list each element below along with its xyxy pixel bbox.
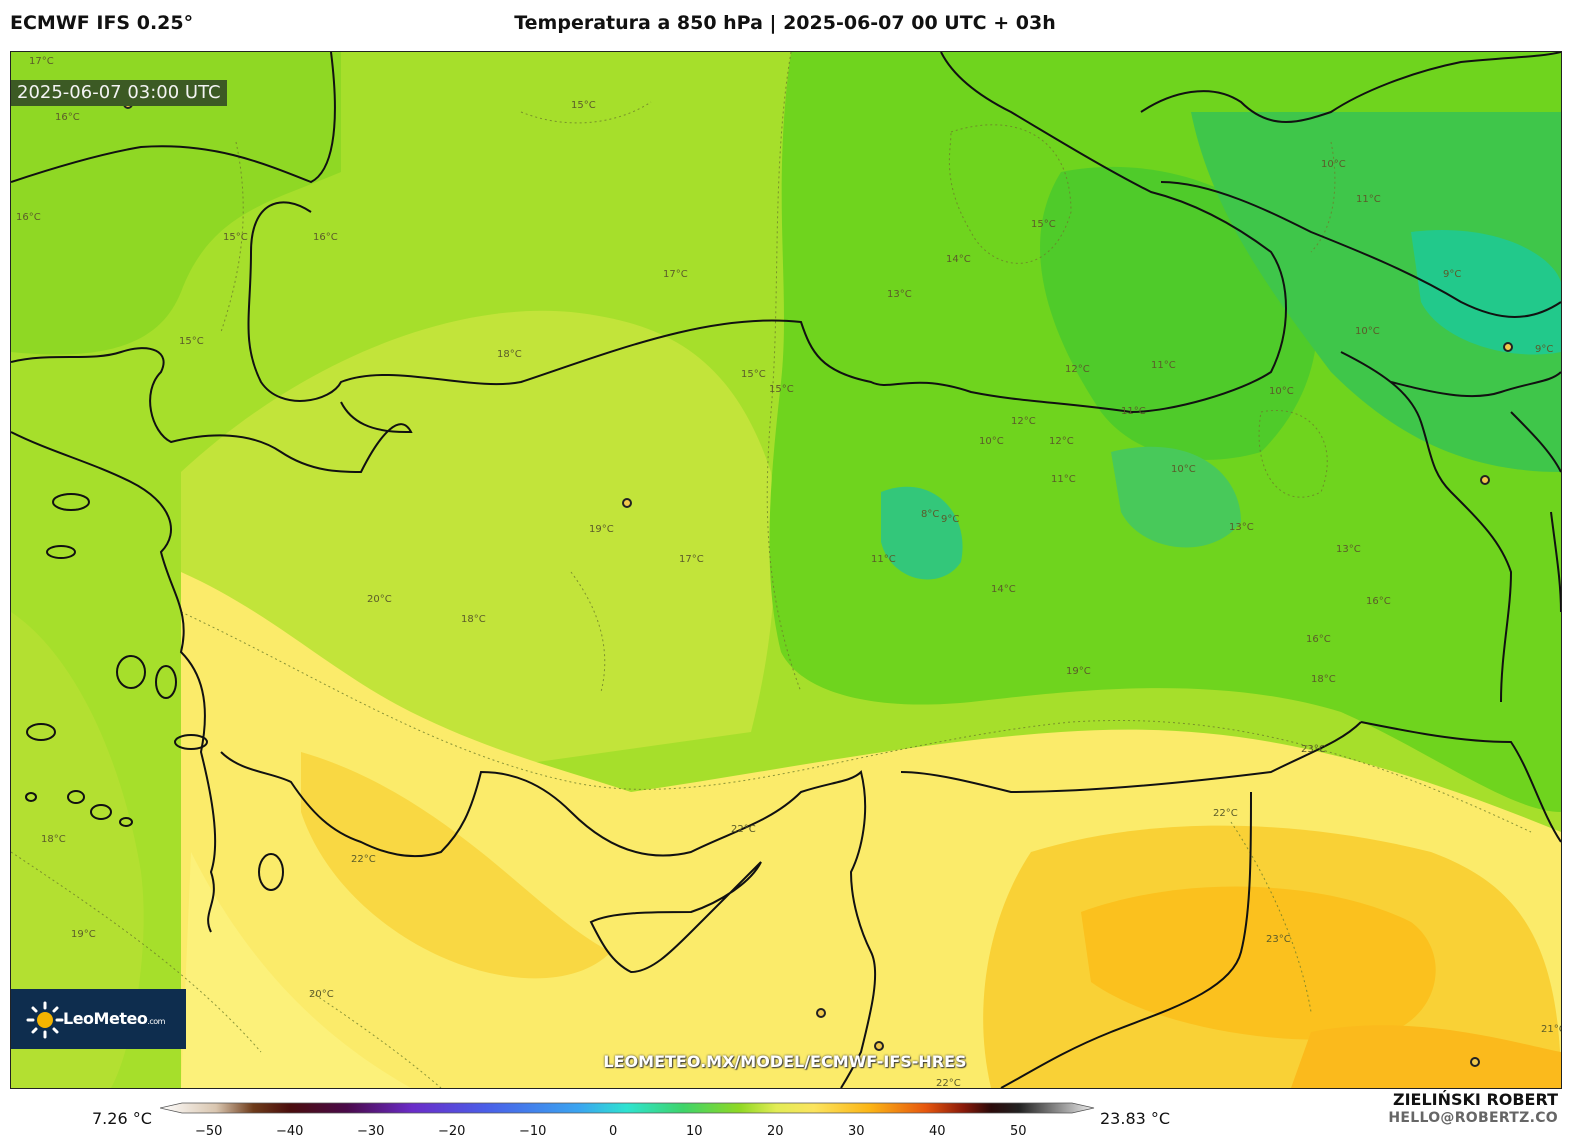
- logo-name: LeoMeteo: [63, 1009, 148, 1028]
- contour-label: 17°C: [29, 56, 54, 67]
- contour-label: 16°C: [1306, 634, 1331, 645]
- valid-time-badge: 2025-06-07 03:00 UTC: [11, 80, 227, 106]
- temperature-colorbar: [160, 1102, 1095, 1114]
- temperature-field-west-lowlands: [11, 612, 144, 1088]
- leometeo-logo[interactable]: LeoMeteo.com: [11, 989, 186, 1049]
- isotherm-lines: [11, 52, 1532, 1088]
- contour-label: 21°C: [1541, 1024, 1561, 1035]
- contour-label: 10°C: [1321, 159, 1346, 170]
- contour-label: 11°C: [1356, 194, 1381, 205]
- contour-label: 19°C: [589, 524, 614, 535]
- contour-label: 15°C: [571, 100, 596, 111]
- contour-label: 10°C: [979, 436, 1004, 447]
- temperature-field-light-yellow: [181, 852, 411, 1088]
- contour-label: 15°C: [179, 336, 204, 347]
- colorbar-tick: 40: [929, 1124, 946, 1139]
- field-max-label: 23.83 °C: [1100, 1109, 1171, 1128]
- contour-label: 12°C: [1065, 364, 1090, 375]
- contour-label: 13°C: [1336, 544, 1361, 555]
- contour-label: 13°C: [887, 289, 912, 300]
- temperature-field-orange-west: [301, 752, 611, 979]
- temperature-map[interactable]: 17°C 16°C 15°C 16°C 15°C 16°C 15°C 18°C …: [10, 51, 1562, 1089]
- coastlines-borders: [11, 52, 1561, 1088]
- temperature-field-cold-pocket: [881, 486, 963, 580]
- contour-label: 9°C: [1443, 269, 1461, 280]
- contour-label: 19°C: [1066, 666, 1091, 677]
- contour-label: 9°C: [941, 514, 959, 525]
- contour-label: 17°C: [679, 554, 704, 565]
- colorbar-tick: 30: [848, 1124, 865, 1139]
- contour-label: 18°C: [1311, 674, 1336, 685]
- contour-label: 23°C: [1266, 934, 1291, 945]
- contour-label: 14°C: [946, 254, 971, 265]
- contour-label: 23°C: [1301, 744, 1326, 755]
- logo-suffix: .com: [147, 1017, 165, 1026]
- contour-label: 16°C: [1366, 596, 1391, 607]
- sun-icon: [26, 1001, 64, 1039]
- colorbar-tick: 10: [686, 1124, 703, 1139]
- contour-label: 15°C: [223, 232, 248, 243]
- contour-label: 11°C: [1051, 474, 1076, 485]
- source-watermark: LEOMETEO.MX/MODEL/ECMWF-IFS-HRES: [603, 1052, 967, 1071]
- contour-label: 15°C: [1031, 219, 1056, 230]
- contour-label: 11°C: [1151, 360, 1176, 371]
- contour-label: 10°C: [1269, 386, 1294, 397]
- temperature-field-orange-south: [1291, 1025, 1561, 1088]
- colorbar-tick: −30: [357, 1124, 385, 1139]
- contour-label: 19°C: [71, 929, 96, 940]
- temperature-field-cold-core: [1411, 230, 1561, 355]
- temperature-field-green-east: [1191, 112, 1561, 472]
- islands: [25, 493, 284, 891]
- contour-label: 16°C: [16, 212, 41, 223]
- contour-label: 16°C: [313, 232, 338, 243]
- contour-label: 20°C: [367, 594, 392, 605]
- contour-label: 11°C: [871, 554, 896, 565]
- colorbar-tick: 50: [1010, 1124, 1027, 1139]
- contour-label: 10°C: [1171, 464, 1196, 475]
- contour-label: 10°C: [1355, 326, 1380, 337]
- contour-label: 20°C: [309, 989, 334, 1000]
- model-name: ECMWF IFS 0.25°: [10, 12, 194, 34]
- contour-label: 15°C: [769, 384, 794, 395]
- contour-label: 18°C: [497, 349, 522, 360]
- contour-label: 8°C: [921, 509, 939, 520]
- contour-label: 9°C: [1535, 344, 1553, 355]
- colorbar-tick: 0: [609, 1124, 618, 1139]
- contour-label: 18°C: [41, 834, 66, 845]
- author-name: ZIELIŃSKI ROBERT: [1392, 1090, 1558, 1109]
- field-min-label: 7.26 °C: [92, 1109, 152, 1128]
- contour-label: 11°C: [1121, 406, 1146, 417]
- colorbar-tick: 20: [767, 1124, 784, 1139]
- contour-label: 16°C: [55, 112, 80, 123]
- map-title: Temperatura a 850 hPa | 2025-06-07 00 UT…: [514, 12, 1056, 34]
- contour-label: 22°C: [351, 854, 376, 865]
- temperature-field-west-green: [11, 52, 341, 355]
- contour-labels: 17°C 16°C 15°C 16°C 15°C 16°C 15°C 18°C …: [16, 56, 1561, 1088]
- contour-label: 18°C: [461, 614, 486, 625]
- contour-label: 22°C: [731, 824, 756, 835]
- contour-label: 17°C: [663, 269, 688, 280]
- map-canvas: 17°C 16°C 15°C 16°C 15°C 16°C 15°C 18°C …: [11, 52, 1561, 1088]
- colorbar-tick: −20: [438, 1124, 466, 1139]
- colorbar-tick: −10: [519, 1124, 547, 1139]
- contour-label: 15°C: [741, 369, 766, 380]
- contour-label: 14°C: [991, 584, 1016, 595]
- contour-label: 22°C: [936, 1078, 961, 1088]
- contour-label: 13°C: [1229, 522, 1254, 533]
- contour-label: 12°C: [1049, 436, 1074, 447]
- logo-wordmark: LeoMeteo.com: [63, 1009, 165, 1028]
- contour-label: 12°C: [1011, 416, 1036, 427]
- colorbar-tick: −50: [195, 1124, 223, 1139]
- author-email[interactable]: HELLO@ROBERTZ.CO: [1388, 1110, 1558, 1126]
- colorbar-tick: −40: [276, 1124, 304, 1139]
- temperature-field-cool-pocket: [1111, 446, 1241, 548]
- contour-label: 22°C: [1213, 808, 1238, 819]
- temperature-field-orange-core: [1081, 886, 1436, 1040]
